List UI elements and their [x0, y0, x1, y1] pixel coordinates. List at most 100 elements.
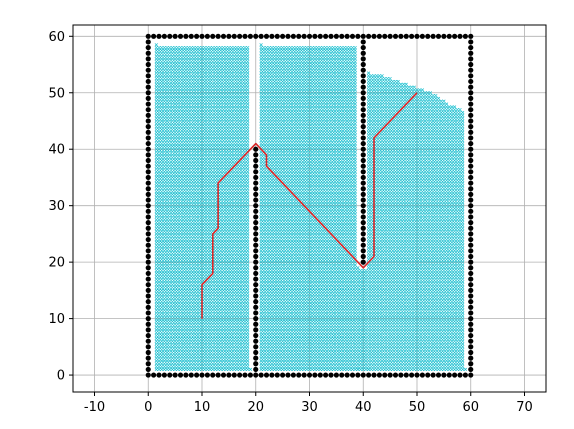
wall-point: [253, 349, 259, 356]
wall-point: [441, 33, 447, 39]
wall-point: [253, 180, 259, 186]
x-tick-label: 10: [194, 400, 211, 415]
wall-point: [414, 33, 420, 39]
wall-point: [403, 33, 409, 39]
wall-point: [349, 372, 356, 378]
wall-point: [425, 372, 431, 378]
wall-point: [145, 73, 151, 79]
wall-point: [468, 231, 474, 237]
wall-point: [360, 157, 366, 164]
wall-point: [360, 236, 366, 243]
wall-point: [446, 33, 452, 39]
wall-point: [360, 231, 366, 237]
x-tick-label: 60: [462, 400, 479, 415]
wall-point: [387, 33, 393, 39]
wall-point: [253, 287, 259, 293]
wall-point: [371, 33, 377, 39]
wall-point: [145, 33, 151, 39]
wall-point: [145, 327, 151, 333]
y-tick-label: 30: [48, 199, 65, 214]
wall-point: [468, 208, 474, 214]
wall-point: [425, 33, 431, 39]
wall-point: [167, 33, 173, 39]
wall-point: [360, 129, 366, 135]
wall-point: [274, 372, 280, 378]
wall-point: [317, 372, 323, 378]
wall-point: [237, 372, 243, 378]
wall-point: [145, 84, 151, 90]
wall-point: [145, 293, 151, 299]
explored-region-markers: [356, 266, 371, 372]
wall-point: [468, 163, 474, 169]
wall-point: [360, 67, 366, 73]
wall-point: [188, 372, 194, 378]
wall-point: [231, 33, 237, 39]
wall-point: [226, 372, 232, 378]
wall-point: [145, 146, 151, 152]
wall-point: [468, 56, 474, 62]
wall-point: [366, 33, 372, 39]
wall-point: [468, 67, 474, 73]
wall-point: [145, 124, 151, 130]
wall-point: [145, 220, 151, 226]
wall-point: [253, 276, 259, 282]
wall-point: [145, 332, 151, 339]
wall-point: [188, 33, 194, 39]
wall-point: [145, 44, 151, 51]
wall-point: [242, 372, 248, 378]
wall-point: [468, 124, 474, 130]
wall-point: [468, 101, 474, 107]
x-tick-label: 0: [144, 400, 152, 415]
wall-point: [468, 310, 474, 316]
wall-point: [253, 316, 259, 322]
wall-point: [253, 197, 259, 203]
wall-point: [441, 372, 447, 378]
wall-point: [145, 180, 151, 186]
wall-point: [468, 180, 474, 186]
wall-point: [468, 146, 474, 152]
wall-point: [253, 321, 259, 327]
wall-point: [468, 316, 474, 322]
wall-point: [210, 33, 216, 39]
wall-point: [242, 33, 248, 39]
wall-point: [253, 282, 259, 288]
x-tick-label: 40: [355, 400, 372, 415]
wall-point: [253, 169, 259, 175]
wall-point: [145, 338, 151, 344]
wall-point: [306, 33, 313, 39]
wall-point: [360, 33, 366, 39]
wall-point: [360, 152, 366, 158]
wall-point: [468, 236, 474, 243]
wall-point: [328, 372, 334, 378]
wall-point: [253, 220, 259, 226]
wall-point: [145, 67, 151, 73]
wall-point: [145, 366, 151, 373]
wall-point: [253, 191, 259, 197]
wall-point: [151, 372, 157, 378]
wall-point: [360, 118, 366, 124]
wall-point: [468, 287, 474, 293]
wall-point: [215, 33, 221, 39]
wall-point: [145, 372, 151, 378]
wall-point: [145, 316, 151, 322]
wall-point: [468, 225, 474, 231]
path-line-series: [201, 92, 418, 319]
wall-point: [468, 220, 474, 226]
wall-point: [360, 73, 366, 79]
wall-point: [360, 39, 366, 45]
wall-point: [210, 372, 216, 378]
wall-point: [167, 372, 173, 378]
wall-point: [253, 293, 259, 299]
wall-point: [145, 248, 151, 254]
wall-point: [145, 56, 151, 62]
wall-point: [457, 33, 463, 39]
wall-point: [253, 265, 259, 271]
wall-point: [360, 259, 366, 265]
wall-point: [253, 208, 259, 214]
wall-point: [263, 372, 270, 378]
wall-point: [199, 33, 205, 39]
wall-point: [247, 33, 253, 39]
wall-point: [382, 33, 388, 39]
wall-point: [145, 107, 151, 113]
